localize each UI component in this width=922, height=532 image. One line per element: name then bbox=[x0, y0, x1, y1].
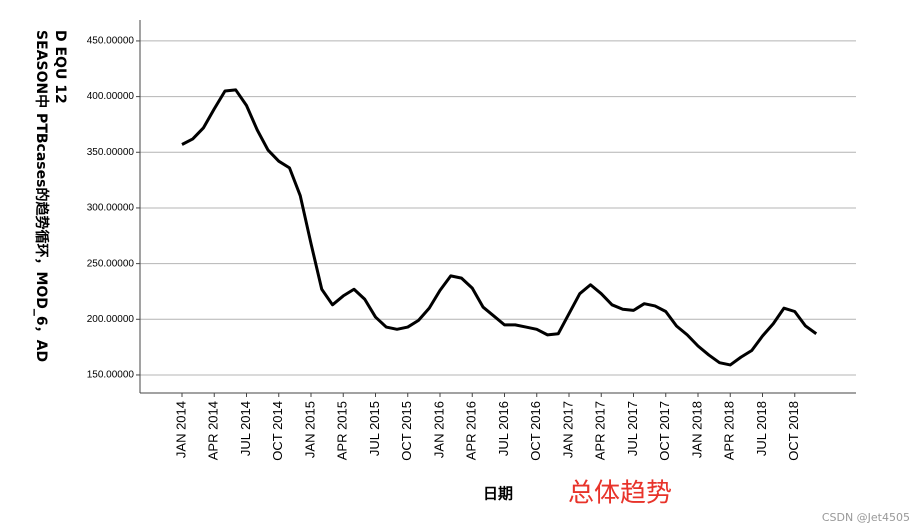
x-axis-title: 日期 bbox=[483, 485, 513, 503]
x-tick-label: APR 2015 bbox=[335, 401, 350, 460]
x-tick-label: JUL 2015 bbox=[367, 401, 382, 456]
x-tick-label: JAN 2017 bbox=[560, 401, 575, 458]
y-tick-label: 450.00000 bbox=[87, 36, 135, 47]
x-tick-label: OCT 2018 bbox=[786, 401, 801, 461]
x-tick-label: APR 2018 bbox=[722, 401, 737, 460]
x-tick-label: JUL 2016 bbox=[496, 401, 511, 456]
x-tick-label: JAN 2014 bbox=[173, 401, 188, 458]
y-tick-label: 150.00000 bbox=[87, 370, 135, 381]
y-tick-label: 350.00000 bbox=[87, 147, 135, 158]
y-tick-label: 300.00000 bbox=[87, 203, 135, 214]
y-tick-label: 200.00000 bbox=[87, 314, 135, 325]
x-tick-label: JAN 2015 bbox=[302, 401, 317, 458]
x-tick-label: JUL 2018 bbox=[754, 401, 769, 456]
x-tick-label: APR 2016 bbox=[464, 401, 479, 460]
y-axis-title: SEASON中 PTBcases的趋势循环，MOD_6，AD bbox=[33, 30, 50, 362]
watermark: CSDN @Jet4505 bbox=[822, 511, 910, 524]
y-tick-label: 250.00000 bbox=[87, 258, 135, 269]
x-tick-label: OCT 2014 bbox=[270, 401, 285, 461]
x-tick-label: JUL 2014 bbox=[238, 401, 253, 456]
annotation: 总体趋势 bbox=[568, 479, 672, 509]
x-tick-label: APR 2014 bbox=[206, 401, 221, 460]
x-tick-label: OCT 2017 bbox=[657, 401, 672, 461]
x-tick-label: JAN 2018 bbox=[689, 401, 704, 458]
y-tick-label: 400.00000 bbox=[87, 91, 135, 102]
x-tick-label: JAN 2016 bbox=[431, 401, 446, 458]
x-tick-label: APR 2017 bbox=[593, 401, 608, 460]
line bbox=[181, 88, 818, 367]
x-tick-label: OCT 2015 bbox=[399, 401, 414, 461]
y-axis-title: D EQU 12 bbox=[52, 30, 68, 104]
x-tick-label: OCT 2016 bbox=[528, 401, 543, 461]
x-tick-label: JUL 2017 bbox=[625, 401, 640, 456]
